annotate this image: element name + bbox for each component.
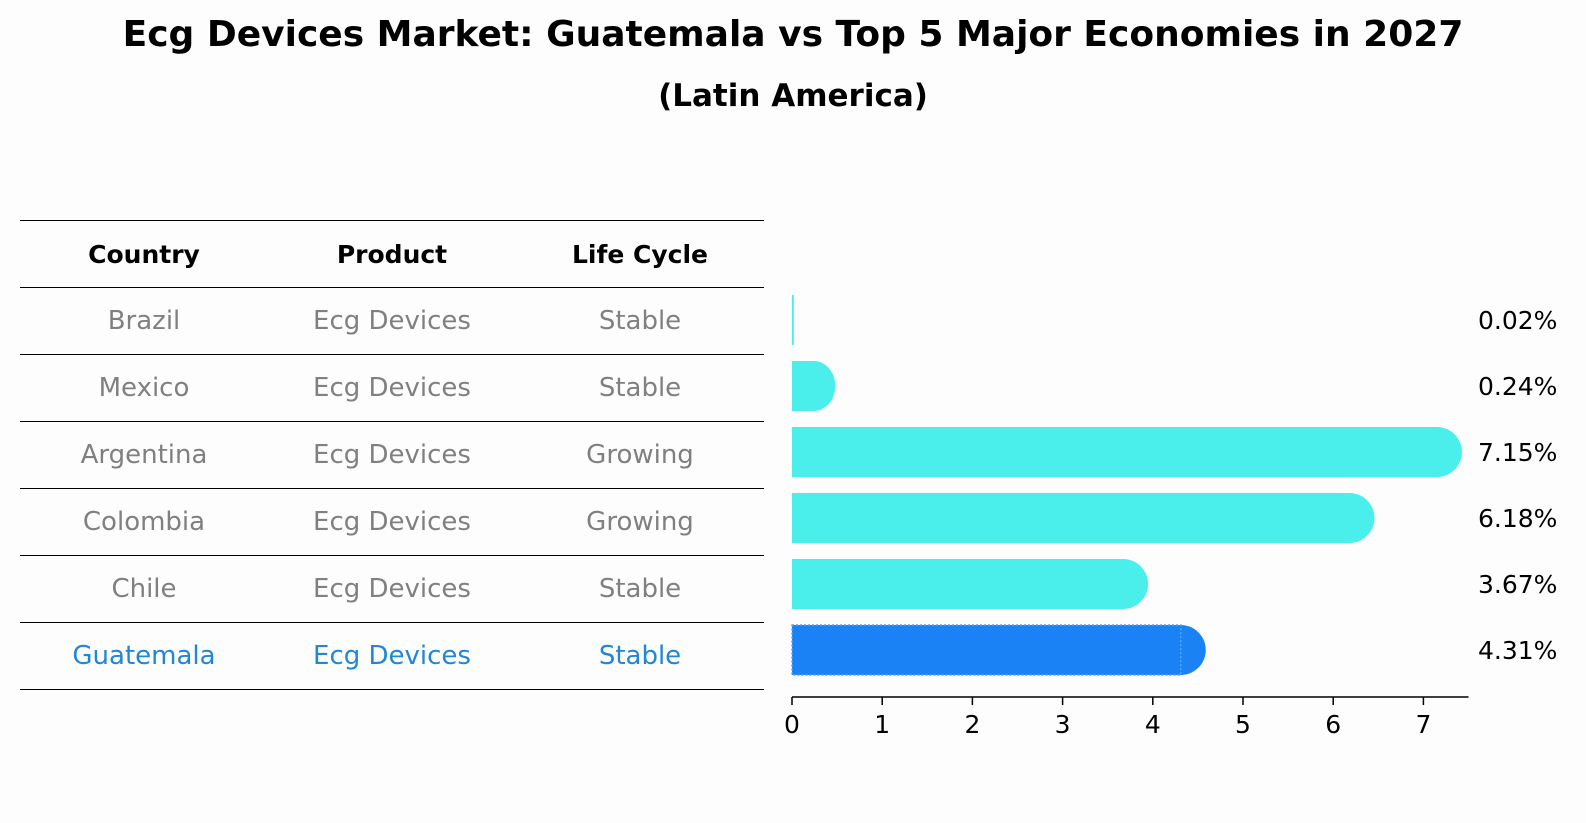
life-cycle-cell: Growing (586, 440, 694, 470)
header-life-cycle: Life Cycle (571, 239, 709, 269)
life-cycle-cell: Stable (598, 306, 682, 336)
x-tick-label: 3 (1055, 710, 1071, 739)
data-label: 3.67% (1478, 570, 1557, 599)
bar-highlighted (792, 625, 1206, 675)
data-label: 0.24% (1478, 372, 1557, 401)
table-row: Brazil Ecg Devices Stable (20, 287, 764, 354)
product-cell: Ecg Devices (313, 574, 471, 604)
product-cell: Ecg Devices (313, 440, 471, 470)
table-row: Mexico Ecg Devices Stable (20, 354, 764, 421)
country-cell: Mexico (98, 373, 190, 403)
product-cell: Ecg Devices (313, 373, 471, 403)
header-country: Country (88, 239, 200, 269)
table-row: Argentina Ecg Devices Growing (20, 421, 764, 488)
x-tick-label: 6 (1325, 710, 1341, 739)
life-cycle-cell: Stable (598, 373, 682, 403)
product-cell: Ecg Devices (313, 306, 471, 336)
bar (792, 427, 1462, 477)
life-cycle-cell: Growing (586, 507, 694, 537)
country-cell: Brazil (107, 306, 181, 336)
data-label: 0.02% (1478, 306, 1557, 335)
header-product: Product (336, 239, 448, 269)
bar (792, 493, 1375, 543)
life-cycle-cell: Stable (598, 574, 682, 604)
product-cell: Ecg Devices (313, 641, 471, 671)
table-row: Chile Ecg Devices Stable (20, 555, 764, 622)
table-row-highlighted: Guatemala Ecg Devices Stable (20, 622, 764, 690)
product-cell: Ecg Devices (313, 507, 471, 537)
x-tick-label: 2 (964, 710, 980, 739)
x-tick-label: 5 (1235, 710, 1251, 739)
table-header-row: Country Product Life Cycle (20, 220, 764, 287)
bar (792, 295, 794, 345)
life-cycle-cell: Stable (598, 641, 682, 671)
country-cell: Chile (111, 574, 177, 604)
x-tick-label: 0 (784, 710, 800, 739)
country-cell: Argentina (80, 440, 208, 470)
chart-title: Ecg Devices Market: Guatemala vs Top 5 M… (122, 14, 1464, 55)
bar-outline (791, 624, 1182, 676)
data-table: Country Product Life Cycle Brazil Ecg De… (20, 220, 764, 690)
chart-subtitle: (Latin America) (658, 78, 928, 114)
country-cell: Colombia (82, 507, 206, 537)
data-label: 6.18% (1478, 504, 1557, 533)
data-label: 7.15% (1478, 438, 1557, 467)
country-cell: Guatemala (72, 641, 216, 671)
bar (792, 559, 1149, 609)
x-tick-label: 7 (1415, 710, 1431, 739)
x-tick-label: 1 (874, 710, 890, 739)
x-tick-label: 4 (1145, 710, 1161, 739)
bar (792, 361, 836, 411)
data-label: 4.31% (1478, 636, 1557, 665)
table-row: Colombia Ecg Devices Growing (20, 488, 764, 555)
